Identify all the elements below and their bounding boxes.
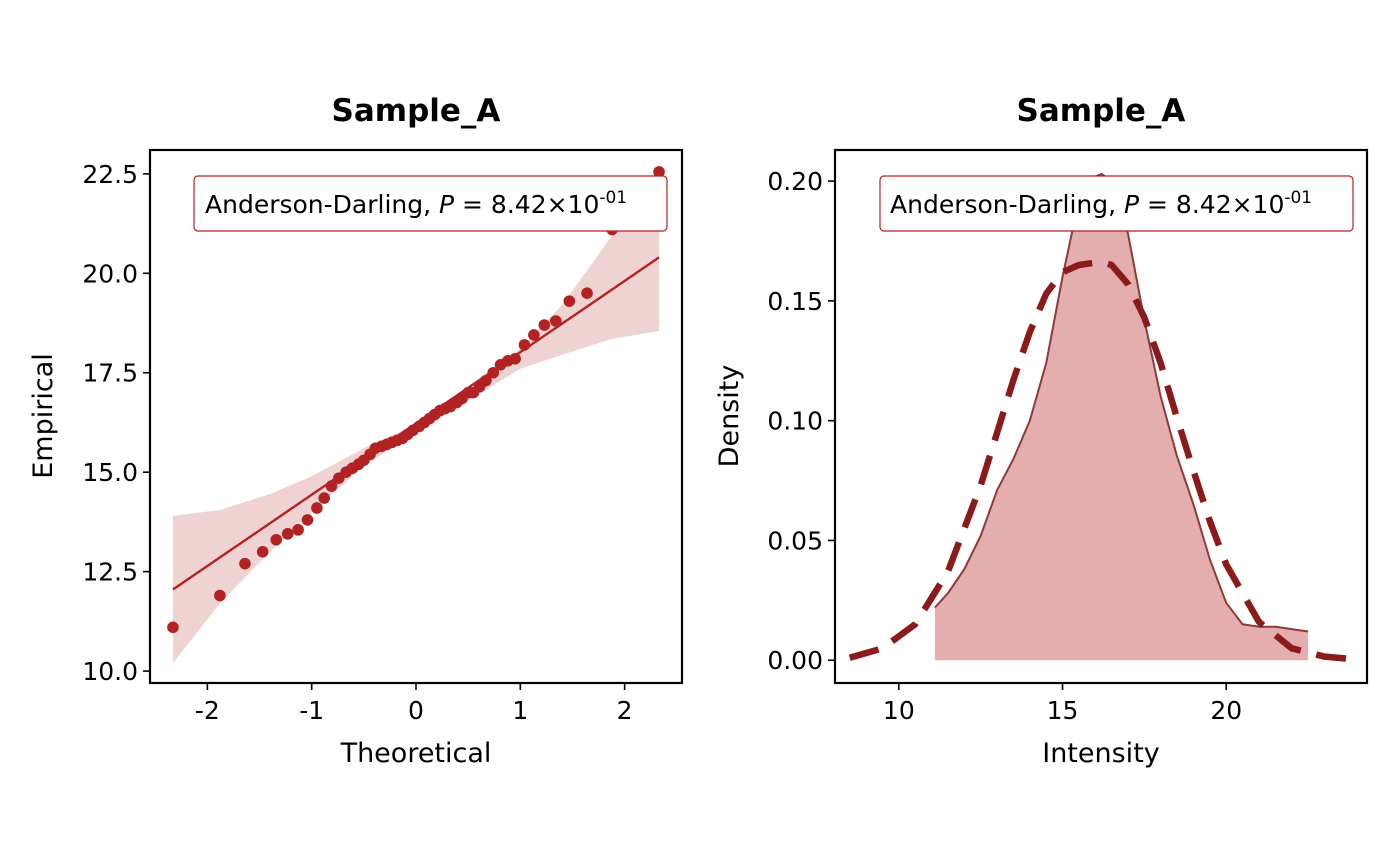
qq-x-tick-label: 0 — [408, 696, 424, 725]
qq-plot-area: -2 -1 0 1 2 10.0 12.5 15.0 17.5 20.0 22.5 — [82, 148, 684, 725]
density-panel: Sample_A 10 15 20 0.00 0.05 0.10 0.15 0.20 Inte… — [714, 93, 1369, 769]
qq-point — [563, 295, 576, 307]
density-panel-border — [833, 148, 1369, 685]
qq-annotation-text: Anderson-Darling, P = 8.42×10-01 — [205, 188, 627, 219]
qq-point — [528, 329, 540, 341]
qq-point — [214, 589, 226, 602]
qq-point — [480, 374, 492, 387]
qq-x-axis-title: Theoretical — [340, 738, 492, 769]
qq-title: Sample_A — [332, 93, 501, 129]
density-y-axis-title: Density — [714, 365, 745, 468]
density-y-tick-label: 0.15 — [767, 287, 823, 316]
density-y-tick-label: 0.10 — [767, 407, 823, 436]
qq-point — [270, 534, 283, 546]
qq-annotation-box — [193, 175, 668, 232]
qq-point — [518, 339, 531, 351]
qq-x-tick-label: -1 — [299, 696, 324, 725]
qq-panel: Sample_A -2 -1 0 1 2 10.0 12.5 15.0 17.5 20.0 22.5… — [28, 93, 684, 769]
qq-point — [581, 287, 593, 299]
qq-point — [318, 492, 331, 504]
qq-x-tick-label: -2 — [195, 696, 220, 725]
density-annotation-text: Anderson-Darling, P = 8.42×10-01 — [890, 188, 1312, 219]
qq-point — [549, 315, 562, 327]
qq-x-tick-label: 1 — [512, 696, 528, 725]
density-area — [934, 174, 1309, 661]
density-x-tick-label: 10 — [883, 696, 915, 725]
density-y-tick-label: 0.00 — [767, 646, 823, 675]
density-y-tick-label: 0.05 — [767, 526, 823, 555]
qq-x-tick-label: 2 — [617, 696, 633, 725]
density-plot-area: 10 15 20 0.00 0.05 0.10 0.15 0.20 — [767, 148, 1369, 725]
qq-panel-border — [148, 148, 684, 685]
qq-point — [292, 524, 304, 536]
qq-point — [281, 528, 294, 540]
qq-y-tick-label: 17.5 — [82, 359, 138, 388]
qq-point — [167, 621, 179, 634]
qq-y-tick-label: 10.0 — [82, 657, 138, 686]
qq-y-tick-label: 20.0 — [82, 259, 138, 288]
density-title: Sample_A — [1017, 93, 1186, 129]
qq-point — [653, 166, 665, 178]
density-x-tick-label: 20 — [1210, 696, 1242, 725]
density-y-tick-label: 0.20 — [767, 167, 823, 196]
normal-fit-curve — [848, 259, 1358, 663]
qq-point — [256, 545, 269, 558]
density-x-axis-title: Intensity — [1042, 738, 1160, 769]
qq-point — [325, 480, 338, 492]
qq-point — [239, 557, 251, 570]
qq-point — [509, 353, 521, 365]
density-annotation: Anderson-Darling, P = 8.42×10-01 — [879, 175, 1354, 232]
density-x-tick-label: 15 — [1047, 696, 1079, 725]
qq-y-tick-label: 22.5 — [82, 160, 138, 189]
qq-y-axis-title: Empirical — [28, 353, 59, 479]
qq-y-tick-label: 12.5 — [82, 558, 138, 587]
qq-point — [311, 502, 323, 514]
qq-y-tick-label: 15.0 — [82, 458, 138, 487]
density-annotation-box — [879, 175, 1354, 232]
qq-point — [301, 514, 314, 526]
qq-annotation: Anderson-Darling, P = 8.42×10-01 — [193, 175, 668, 232]
qq-point — [538, 319, 551, 331]
qq-point — [487, 366, 499, 379]
